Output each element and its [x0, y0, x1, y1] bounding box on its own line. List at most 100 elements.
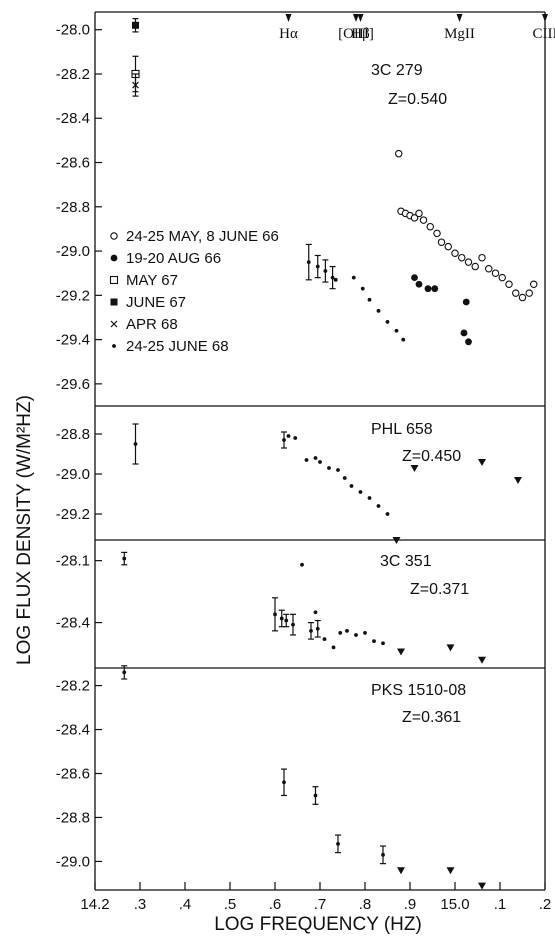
- series-dot: [300, 562, 385, 650]
- y-tick-label: -29.0: [56, 243, 90, 260]
- data-point-dot: [358, 490, 363, 494]
- data-point-dot: [315, 626, 320, 631]
- data-point-upper-limit: [478, 656, 486, 664]
- data-point-upper-limit: [478, 882, 486, 890]
- data-point-dot: [282, 438, 286, 442]
- y-tick-label: -28.1: [56, 553, 90, 570]
- y-tick-label: -28.8: [56, 199, 90, 216]
- line-arrow: [353, 14, 359, 22]
- data-point-open-circle: [426, 222, 434, 231]
- data-point-upper-limit: [478, 459, 486, 466]
- data-point-open-circle: [451, 249, 459, 258]
- legend-label: MAY 67: [126, 272, 178, 289]
- data-point-open-circle: [505, 280, 513, 289]
- data-point-dot: [300, 562, 304, 567]
- x-tick-label: .6: [269, 896, 282, 913]
- y-tick-label: -28.6: [56, 766, 90, 783]
- legend-item: MAY 67: [109, 272, 178, 289]
- legend-item: 24-25 MAY, 8 JUNE 66: [110, 228, 279, 245]
- data-point-dot: [363, 631, 367, 635]
- line-arrow: [285, 14, 292, 22]
- line-label: Hβ: [351, 26, 369, 42]
- data-point-upper-limit: [446, 644, 455, 652]
- data-point-open-circle: [410, 214, 419, 222]
- data-point-dot: [372, 639, 376, 644]
- data-point-dot: [323, 269, 328, 273]
- panel-redshift: Z=0.450: [402, 448, 461, 465]
- series-dot: [333, 275, 406, 342]
- series-dot-error: [121, 551, 321, 640]
- line-arrow: [357, 14, 364, 22]
- data-point-filled-circle: [415, 280, 423, 288]
- data-point-dot: [354, 633, 358, 637]
- data-point-open-circle: [525, 289, 533, 297]
- data-point-open-circle: [457, 253, 466, 262]
- legend-label: 24-25 MAY, 8 JUNE 66: [126, 228, 279, 245]
- data-point-dot: [284, 618, 289, 623]
- data-point-dot: [331, 645, 336, 650]
- series-filled-square: [132, 18, 139, 33]
- panel-redshift: Z=0.361: [402, 709, 461, 726]
- data-point-dot: [367, 496, 372, 500]
- y-tick-label: -29.2: [56, 506, 90, 523]
- line-label: CIII: [533, 26, 555, 42]
- data-point-dot: [376, 504, 381, 508]
- series-dot: [286, 434, 390, 516]
- x-tick-label: .8: [359, 896, 372, 913]
- data-point-dot: [315, 264, 320, 269]
- x-tick-label: .9: [404, 896, 417, 913]
- data-point-dot: [376, 308, 381, 313]
- y-tick-label: -29.0: [56, 853, 90, 870]
- data-point-upper-limit: [397, 648, 405, 656]
- data-point-open-circle: [484, 265, 493, 273]
- data-point-filled-circle: [460, 329, 468, 337]
- legend-item: JUNE 67: [110, 294, 186, 311]
- emission-line-marker: [OIII]: [338, 14, 374, 42]
- data-point-dot: [385, 512, 390, 516]
- series-dot-error: [305, 243, 336, 290]
- line-label: Hα: [279, 26, 298, 42]
- data-point-open-circle: [110, 232, 118, 240]
- data-point-dot: [313, 793, 318, 798]
- y-tick-label: -29.6: [56, 376, 90, 393]
- legend-item: APR 68: [110, 316, 178, 333]
- data-point-dot: [338, 631, 343, 635]
- data-point-open-circle: [433, 229, 441, 238]
- panel-pks-1510-08: -28.2 -28.4 -28.6 -28.8 -29.0 PKS 1510-08 Z=0.…: [56, 665, 546, 891]
- y-tick-label: -28.4: [56, 110, 90, 127]
- data-point-filled-circle: [462, 298, 470, 306]
- data-point-dot: [349, 484, 354, 488]
- x-tick-label: 14.2: [80, 896, 109, 913]
- data-point-dot: [381, 852, 385, 857]
- x-tick-label: .1: [494, 896, 507, 913]
- data-point-dot: [333, 277, 338, 282]
- series-filled-circle: [411, 274, 472, 346]
- panel-redshift: Z=0.540: [388, 91, 447, 108]
- data-point-open-circle: [419, 216, 428, 224]
- line-label: MgII: [444, 26, 475, 42]
- data-point-open-circle: [498, 273, 506, 282]
- legend-item: 24-25 JUNE 68: [112, 338, 229, 355]
- line-arrow: [456, 14, 463, 22]
- data-point-open-circle: [529, 280, 538, 289]
- data-point-open-circle: [415, 209, 423, 218]
- data-point-dot: [279, 616, 284, 621]
- data-point-dot: [122, 556, 127, 561]
- legend-label: 24-25 JUNE 68: [126, 338, 229, 355]
- y-tick-label: -28.8: [56, 426, 90, 443]
- data-point-open-circle: [478, 253, 486, 262]
- data-point-dot: [330, 275, 335, 280]
- emission-line-marker: MgII: [444, 14, 475, 42]
- data-point-dot: [286, 434, 291, 438]
- line-label: [OIII]: [338, 26, 374, 42]
- y-tick-label: -28.4: [56, 722, 90, 739]
- panel-object-name: 3C 279: [371, 62, 423, 79]
- data-point-filled-circle: [411, 274, 418, 282]
- line-arrow: [542, 14, 548, 22]
- legend-label: JUNE 67: [126, 294, 186, 311]
- panel-object-name: PKS 1510-08: [371, 682, 466, 699]
- y-tick-label: -29.2: [56, 287, 90, 304]
- data-point-dot: [282, 780, 286, 785]
- legend-label: 19-20 AUG 66: [126, 250, 221, 267]
- series-open-circle: [394, 149, 538, 302]
